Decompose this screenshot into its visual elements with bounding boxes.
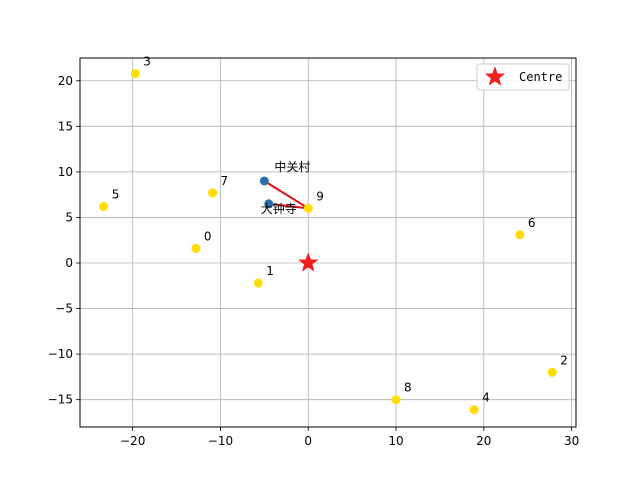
data-point — [253, 278, 263, 288]
grid — [80, 58, 576, 427]
data-point — [303, 203, 313, 213]
y-tick-label: 5 — [65, 210, 73, 224]
data-point-label: 2 — [560, 353, 568, 367]
data-point — [391, 395, 401, 405]
landmark-point — [264, 199, 274, 209]
x-tick-label: 0 — [304, 434, 312, 448]
data-point-label: 7 — [221, 174, 229, 188]
x-tick-label: 20 — [476, 434, 491, 448]
data-point-label: 0 — [204, 229, 212, 243]
data-point-label: 4 — [482, 391, 490, 405]
data-point — [515, 230, 525, 240]
centre-marker-group — [298, 252, 319, 272]
y-tick-label: 0 — [65, 256, 73, 270]
data-point-label: 3 — [143, 54, 151, 68]
landmark-point — [259, 176, 269, 186]
landmark-label: 中关村 — [274, 159, 310, 174]
data-point-label: 6 — [528, 216, 536, 230]
legend-star-icon — [484, 66, 506, 86]
x-tick-label: 30 — [564, 434, 579, 448]
data-point — [130, 68, 140, 78]
y-tick-label: 10 — [58, 165, 73, 179]
data-point — [547, 367, 557, 377]
data-point — [469, 405, 479, 415]
y-tick-label: 20 — [58, 74, 73, 88]
landmark-label: 大钟寺 — [261, 201, 297, 216]
data-point — [208, 188, 218, 198]
x-tick-label: −20 — [120, 434, 145, 448]
data-point — [191, 243, 201, 253]
x-tick-label: 10 — [388, 434, 403, 448]
data-point — [99, 202, 109, 212]
y-tick-label: −15 — [48, 393, 73, 407]
landmark-points — [259, 176, 274, 209]
data-point-label: 5 — [112, 188, 120, 202]
y-tick-label: −10 — [48, 347, 73, 361]
legend-label: Centre — [519, 70, 562, 84]
data-point-label: 8 — [404, 381, 412, 395]
data-point-label: 9 — [316, 189, 324, 203]
legend: Centre — [476, 63, 570, 91]
data-points — [99, 68, 557, 415]
data-point-label: 1 — [266, 264, 274, 278]
plot-frame — [79, 57, 577, 428]
centre-marker — [298, 252, 319, 272]
x-tick-label: −10 — [208, 434, 233, 448]
y-tick-label: −5 — [55, 302, 73, 316]
y-tick-label: 15 — [58, 119, 73, 133]
